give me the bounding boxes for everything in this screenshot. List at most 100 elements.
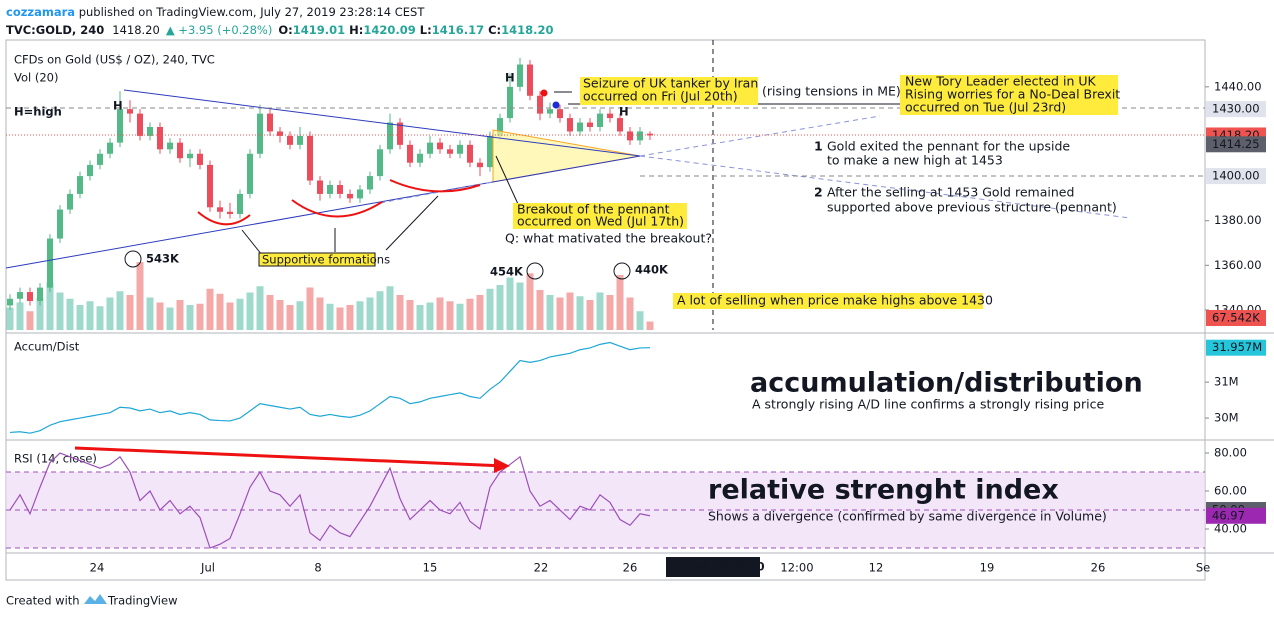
- candle-body: [47, 238, 53, 288]
- y-tick-label: 1440.00: [1214, 79, 1262, 93]
- candle-body: [617, 118, 623, 132]
- candle-body: [387, 122, 393, 150]
- volume-bar: [236, 298, 244, 330]
- volume-bar: [146, 297, 154, 330]
- volume-bar: [66, 298, 74, 330]
- volume-bar: [76, 305, 84, 330]
- quote-line: TVC:GOLD, 240 1418.20 ▲ +3.95 (+0.28%) O:14…: [6, 23, 554, 37]
- candle-body: [107, 142, 113, 154]
- note: supported above previous structure (penn…: [827, 200, 1117, 215]
- h: 1420.09: [363, 23, 415, 37]
- volume-bar: [506, 277, 514, 330]
- volume-bar: [46, 282, 54, 330]
- volume-bar: [56, 292, 64, 330]
- candle-body: [157, 127, 163, 150]
- volume-bar: [266, 295, 274, 330]
- volume-bar: [286, 305, 294, 330]
- candle-body: [297, 135, 303, 145]
- x-tick-label: 26: [1091, 561, 1106, 575]
- y-tick-label: 31M: [1214, 375, 1239, 389]
- candle-body: [77, 176, 83, 194]
- candle-body: [287, 135, 293, 145]
- note: (rising tensions in ME): [762, 84, 901, 99]
- volume-circle: [613, 262, 631, 280]
- candle-body: [167, 142, 173, 150]
- note: Shows a divergence (confirmed by same di…: [708, 509, 1107, 524]
- event-dot: [552, 101, 560, 109]
- volume-bar: [356, 301, 364, 330]
- pennant-fill: [492, 129, 641, 183]
- trendline-ext: [379, 181, 494, 204]
- note: 1: [814, 139, 823, 154]
- candle-body: [637, 131, 643, 141]
- cursor-time: 16:00: [728, 560, 765, 574]
- c-label: C:: [488, 23, 501, 37]
- x-tick-label: 24: [90, 561, 105, 575]
- x-tick-label: 12: [869, 561, 884, 575]
- y-tick-label: 1380.00: [1214, 213, 1262, 227]
- volume-bar: [396, 295, 404, 330]
- volume-bar: [186, 305, 194, 330]
- axis-tag-label: 1400.00: [1212, 169, 1260, 183]
- axis-tag-label: 31.957M: [1212, 340, 1262, 354]
- volume-bar: [486, 288, 494, 330]
- y-tick-label: 1360.00: [1214, 258, 1262, 272]
- volume-bar: [116, 291, 124, 330]
- volume-bar: [96, 306, 104, 330]
- volume-bar: [346, 305, 354, 330]
- marks: 1340.001360.001380.001440.001430.001418.…: [6, 57, 1266, 575]
- note: accumulation/distribution: [750, 368, 1143, 399]
- annotations: H=high H H H Seizure of UK tanker by Ira…: [14, 71, 1143, 524]
- volume-bar: [206, 288, 214, 330]
- candle-body: [597, 113, 603, 127]
- change: ▲ +3.95 (+0.28%): [166, 23, 273, 37]
- x-tick-label: Jul: [200, 561, 215, 575]
- volume-bar: [466, 298, 474, 330]
- note-bg: [900, 75, 1118, 115]
- note: A lot of selling when price make highs a…: [677, 293, 993, 308]
- volume-bar: [646, 321, 654, 330]
- candle-body: [577, 122, 583, 132]
- volume-bar: [456, 303, 464, 330]
- note: 454K: [490, 265, 524, 279]
- candle-body: [647, 133, 653, 136]
- volume-bar: [536, 290, 544, 330]
- candle-body: [547, 109, 553, 114]
- volume-bar: [556, 297, 564, 330]
- note-bg: [513, 203, 687, 229]
- l-label: L:: [420, 23, 432, 37]
- candle-body: [467, 144, 473, 163]
- note-bg: [580, 77, 758, 105]
- candle-body: [437, 142, 443, 150]
- volume-bar: [166, 307, 174, 330]
- candle-body: [517, 64, 523, 87]
- axis-tag-label: 1414.25: [1212, 137, 1260, 151]
- x-tick-label: 8: [314, 561, 321, 575]
- volume-bar: [6, 307, 14, 330]
- volume-bar: [276, 300, 284, 330]
- candle-body: [507, 86, 513, 119]
- candle-body: [527, 64, 533, 96]
- candle-body: [367, 176, 373, 190]
- volume-bar: [526, 273, 534, 330]
- chart-title: CFDs on Gold (US$ / OZ), 240, TVC: [14, 53, 215, 67]
- volume-bar: [436, 297, 444, 330]
- y-tick-label: 40.00: [1214, 522, 1247, 536]
- volume-bar: [636, 311, 644, 330]
- footer-brand[interactable]: TradingView: [107, 594, 177, 608]
- candle-body: [587, 122, 593, 127]
- volume-bar: [36, 297, 44, 330]
- volume-bar: [606, 295, 614, 330]
- symbol: TVC:GOLD, 240: [6, 23, 104, 37]
- volume-bar: [386, 286, 394, 330]
- candle-body: [197, 153, 203, 165]
- divergence-arrow: [74, 446, 506, 468]
- candle-body: [87, 164, 93, 177]
- y-tick-label: 60.00: [1214, 484, 1247, 498]
- candle-body: [27, 292, 33, 301]
- last: 1418.20: [112, 23, 160, 37]
- volume-bar: [136, 262, 144, 330]
- volume-bar: [406, 300, 414, 330]
- candle-body: [127, 109, 133, 114]
- trendline-ext: [639, 115, 881, 157]
